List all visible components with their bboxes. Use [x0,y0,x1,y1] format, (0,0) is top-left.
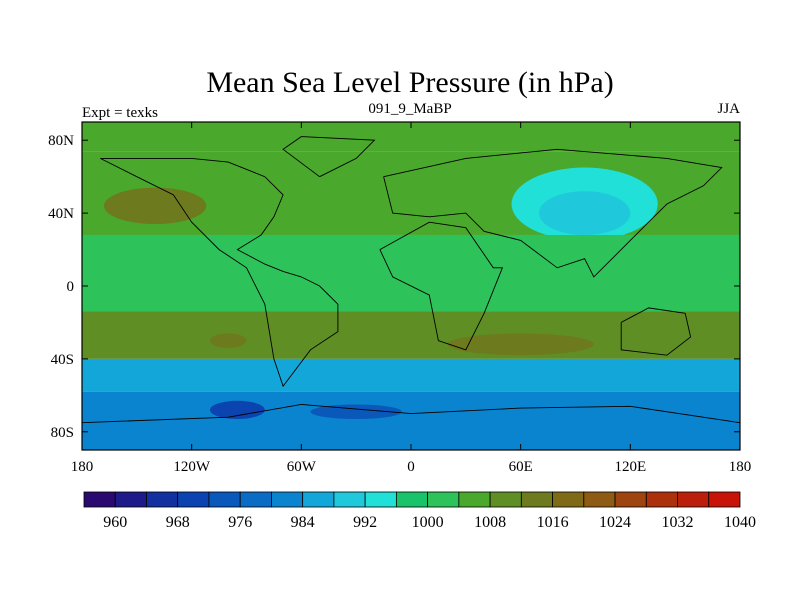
colorbar: 960 968 976 984 992 1000 1008 1016 1024 1032 1040 [83,491,756,531]
colorbar-label: 984 [291,514,315,531]
x-tick-label: 0 [407,459,415,475]
coastline-3 [620,307,692,356]
colorbar-swatch [677,491,710,508]
x-axis: 180 120W 60W 0 60E 120E 180 [71,122,752,475]
colorbar-swatch [239,491,272,508]
colorbar-label: 1040 [724,514,756,531]
coastline-1 [383,148,723,278]
colorbar-swatch [395,491,429,508]
colorbar-swatch [208,491,241,508]
coastline-2 [379,221,504,351]
pressure-zone-antarctic-trough [82,391,740,450]
x-tick-label: 120E [614,459,646,475]
colorbar-swatch [427,491,460,508]
coastline-5 [282,136,376,178]
colorbar-swatch [645,491,678,508]
colorbar-swatch [302,491,335,508]
colorbar-swatch [489,491,522,508]
season-label: JJA [717,101,740,117]
y-tick-label: 40S [51,352,74,368]
x-tick-label: 180 [71,459,94,475]
pressure-zone-south-pacific-high-cell [209,333,247,348]
colorbar-label: 1024 [599,514,631,531]
x-tick-label: 60W [287,459,317,475]
coastlines [82,136,740,424]
colorbar-label: 1000 [412,514,444,531]
colorbar-label: 968 [166,514,190,531]
colorbar-swatch [583,491,616,508]
colorbar-swatch [458,491,491,508]
x-tick-label: 60E [509,459,533,475]
pressure-zone-north-pacific-high [103,187,207,225]
colorbar-swatch [333,491,366,508]
chart-title: Mean Sea Level Pressure (in hPa) [206,66,613,99]
y-tick-label: 80N [48,133,74,149]
colorbar-label: 960 [103,514,127,531]
colorbar-label: 1016 [537,514,569,531]
colorbar-swatch [708,491,741,508]
colorbar-swatch [364,491,397,508]
period-label: 091_9_MaBP [368,101,451,117]
colorbar-swatch [83,491,116,508]
pressure-zone-southern-low-core-east [310,404,402,420]
x-tick-label: 120W [173,459,211,475]
colorbar-label: 992 [353,514,377,531]
y-axis: 80N 40N 0 40S 80S [48,133,740,441]
colorbar-swatch [114,491,147,508]
colorbar-swatch [146,491,179,508]
pressure-map [82,122,740,450]
y-tick-label: 0 [67,279,75,295]
colorbar-swatch [552,491,585,508]
y-tick-label: 40N [48,206,74,222]
colorbar-swatch [520,491,553,508]
coastline-4 [82,403,740,424]
experiment-label: Expt = texks [82,105,158,121]
colorbar-swatch [177,491,210,508]
pressure-zone-south-indian-high-cell [447,333,594,356]
colorbar-label: 976 [228,514,252,531]
colorbar-swatch [271,491,304,508]
pressure-zone-asian-low-core [538,191,631,235]
pressure-zone-equatorial-band [82,234,740,312]
pressure-zone-southern-ocean-trough [82,358,740,392]
colorbar-swatch [614,491,647,508]
pressure-zone-southern-low-core-west [209,400,265,420]
colorbar-label: 1008 [474,514,506,531]
x-tick-label: 180 [729,459,752,475]
colorbar-label: 1032 [662,514,694,531]
y-tick-label: 80S [51,425,74,441]
coastline-0 [100,157,339,388]
